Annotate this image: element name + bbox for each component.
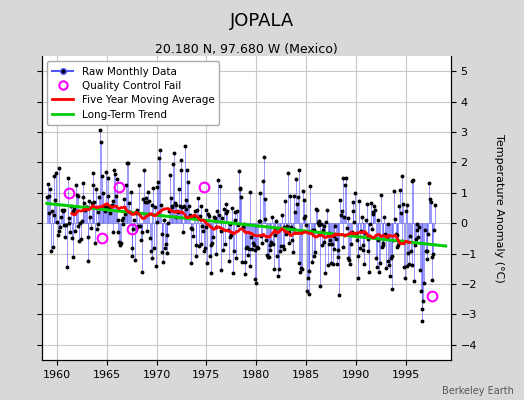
Text: JOPALA: JOPALA (230, 12, 294, 30)
Legend: Raw Monthly Data, Quality Control Fail, Five Year Moving Average, Long-Term Tren: Raw Monthly Data, Quality Control Fail, … (47, 61, 220, 125)
Y-axis label: Temperature Anomaly (°C): Temperature Anomaly (°C) (494, 134, 504, 282)
Text: Berkeley Earth: Berkeley Earth (442, 386, 514, 396)
Title: 20.180 N, 97.680 W (Mexico): 20.180 N, 97.680 W (Mexico) (155, 43, 337, 56)
